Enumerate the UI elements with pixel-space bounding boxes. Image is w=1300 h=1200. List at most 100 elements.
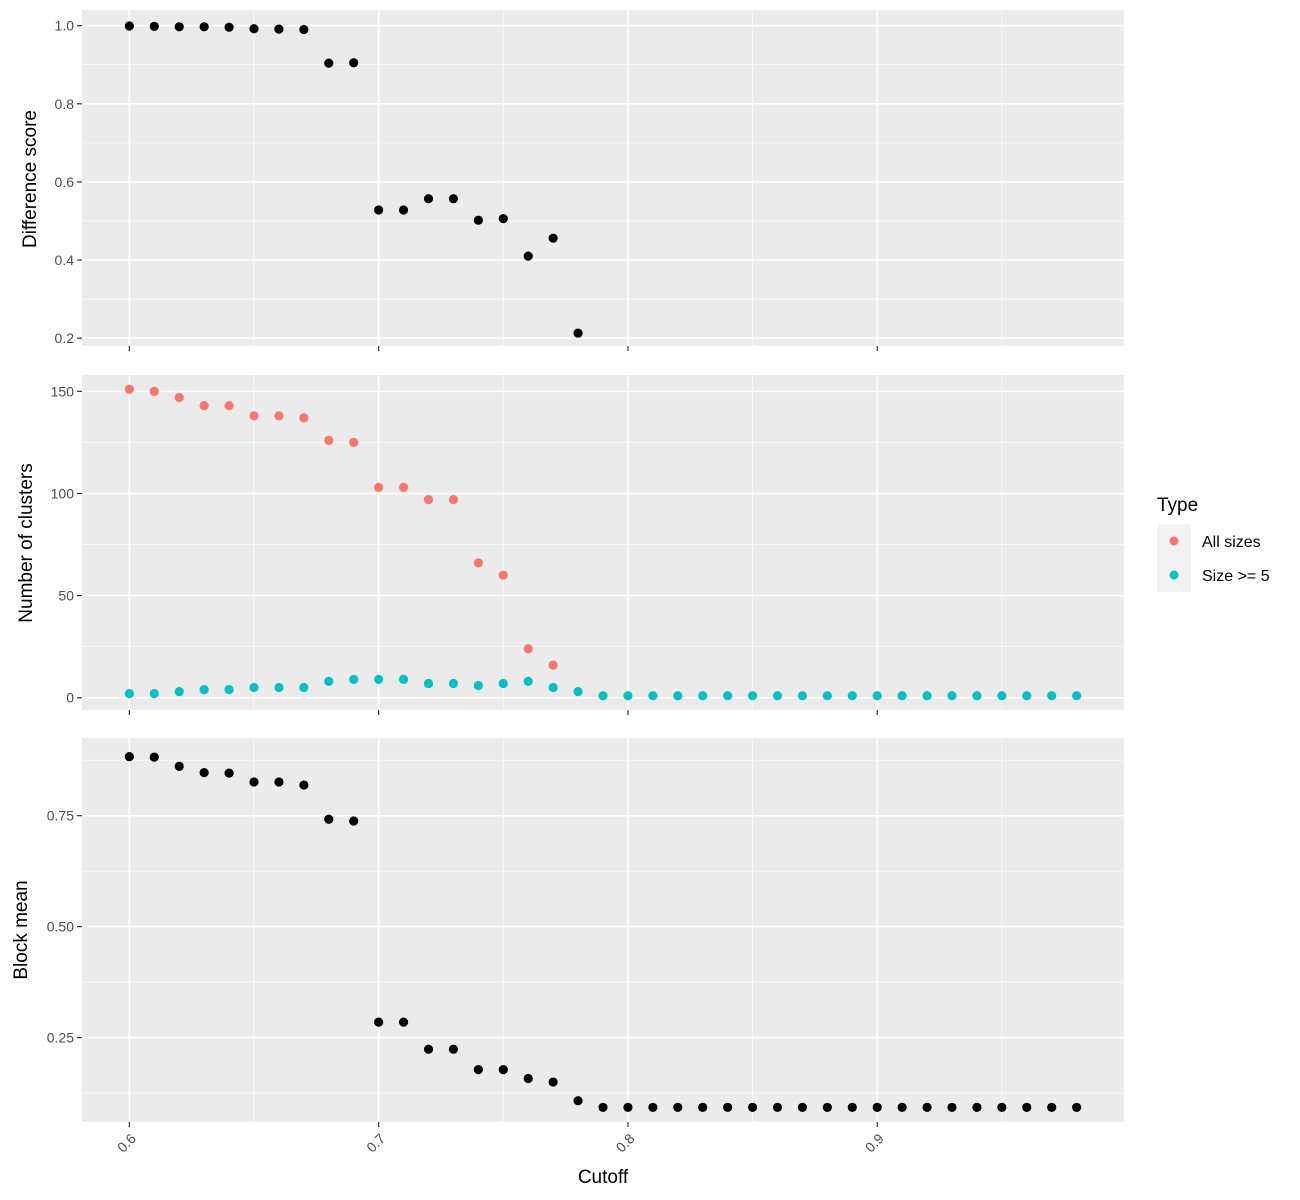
data-point — [548, 233, 558, 243]
data-point-size-5 — [1047, 691, 1057, 701]
difference-score-panel: 0.2 0.4 0.6 0.8 1.0 — [55, 10, 1124, 351]
data-point-all-sizes — [498, 570, 508, 580]
data-point — [498, 214, 508, 224]
data-point — [673, 1102, 683, 1112]
data-point-size-5 — [498, 678, 508, 689]
y-tick-label: 0.2 — [55, 330, 75, 346]
data-point-size-5 — [598, 691, 608, 701]
data-point — [448, 1044, 459, 1054]
data-point-size-5 — [673, 691, 683, 701]
y-tick-label: 0.50 — [47, 919, 74, 935]
data-point-size-5 — [249, 682, 259, 693]
data-point — [1047, 1102, 1057, 1112]
data-point — [274, 24, 284, 34]
data-point — [573, 328, 583, 338]
data-point — [448, 194, 459, 204]
legend-label-all-sizes: All sizes — [1202, 534, 1261, 551]
data-point-size-5 — [299, 682, 309, 693]
data-point — [423, 194, 434, 204]
data-point-size-5 — [648, 691, 658, 701]
y-tick-label: 0.75 — [47, 808, 74, 824]
data-point-size-5 — [747, 691, 758, 701]
data-point — [847, 1102, 857, 1112]
data-point-size-5 — [997, 691, 1007, 701]
data-point-all-sizes — [124, 384, 134, 394]
data-point-size-5 — [1022, 691, 1032, 701]
data-point-size-5 — [922, 691, 932, 701]
legend-key-size-ge-5 — [1169, 570, 1179, 580]
data-point — [473, 1065, 483, 1075]
data-point — [598, 1102, 608, 1112]
data-point-size-5 — [772, 691, 783, 701]
data-point — [1072, 1102, 1082, 1112]
y-tick-label: 50 — [58, 588, 74, 604]
data-point-size-5 — [199, 684, 209, 695]
data-point — [199, 768, 209, 778]
data-point — [548, 1077, 558, 1087]
data-point-size-5 — [698, 691, 708, 701]
data-point — [573, 1096, 583, 1106]
data-point — [723, 1102, 733, 1112]
data-point-size-5 — [423, 678, 434, 689]
x-axis-title: Cutoff — [578, 1167, 629, 1188]
data-point — [498, 1065, 508, 1075]
data-point-size-5 — [274, 682, 284, 693]
data-point-size-5 — [473, 680, 483, 691]
data-point-all-sizes — [398, 482, 409, 492]
data-point — [423, 1044, 434, 1054]
data-point-size-5 — [398, 674, 409, 684]
data-point — [523, 251, 533, 261]
data-point — [897, 1102, 907, 1112]
y-tick-label: 100 — [51, 485, 75, 501]
data-point-size-5 — [573, 687, 583, 697]
data-point-all-sizes — [224, 401, 234, 411]
data-point-size-5 — [324, 676, 334, 687]
x-tick-labels: 0.6 0.7 0.8 0.9 — [114, 1130, 887, 1155]
data-point — [797, 1102, 808, 1112]
data-point-all-sizes — [174, 392, 184, 403]
data-point-size-5 — [1072, 691, 1082, 701]
block-mean-panel: 0.25 0.50 0.75 — [47, 738, 1124, 1127]
data-point-all-sizes — [199, 401, 209, 411]
data-point — [149, 21, 159, 32]
data-point — [224, 768, 234, 778]
data-point-size-5 — [723, 691, 733, 701]
data-point — [648, 1102, 658, 1112]
y-axis-title-number-of-clusters: Number of clusters — [16, 463, 37, 622]
data-point-size-5 — [623, 691, 633, 701]
data-point — [972, 1102, 982, 1112]
data-point — [174, 761, 184, 772]
data-point — [872, 1102, 882, 1112]
y-axis-title-difference-score: Difference score — [20, 110, 41, 248]
data-point-size-5 — [349, 674, 359, 684]
data-point-size-5 — [797, 691, 808, 701]
data-point-size-5 — [548, 682, 558, 693]
data-point — [224, 22, 234, 32]
data-point-all-sizes — [523, 644, 533, 654]
data-point — [398, 1017, 409, 1027]
y-tick-label: 150 — [51, 383, 75, 399]
y-tick-label: 1.0 — [55, 18, 75, 34]
data-point — [1022, 1102, 1032, 1112]
legend-title: Type — [1157, 495, 1198, 516]
data-point — [324, 814, 334, 824]
data-point — [299, 780, 309, 790]
data-point-all-sizes — [299, 413, 309, 423]
x-tick-label: 0.8 — [613, 1130, 638, 1155]
data-point — [523, 1073, 533, 1084]
number-of-clusters-panel: 0 50 100 150 — [51, 375, 1124, 715]
data-point — [747, 1102, 758, 1112]
data-point — [124, 752, 134, 762]
data-point — [249, 24, 259, 34]
data-point — [174, 22, 184, 32]
data-point-size-5 — [224, 684, 234, 695]
panel-background — [82, 375, 1124, 710]
data-point-all-sizes — [249, 411, 259, 421]
data-point-all-sizes — [473, 558, 483, 568]
data-point-size-5 — [174, 687, 184, 697]
data-point — [249, 777, 259, 787]
data-point-size-5 — [374, 674, 384, 684]
legend-label-size-ge-5: Size >= 5 — [1202, 568, 1270, 585]
data-point — [149, 752, 159, 762]
